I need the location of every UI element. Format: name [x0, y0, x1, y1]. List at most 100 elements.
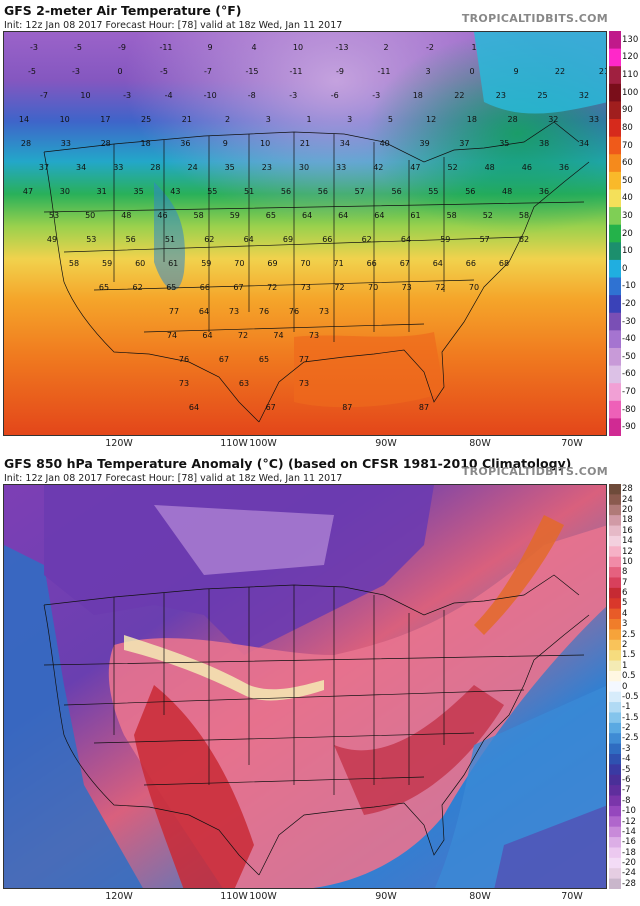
temperature-value: 30 — [60, 187, 70, 196]
anomaly-colorbar-tick-label: -16 — [622, 837, 636, 848]
temperature-value: 33 — [336, 163, 346, 172]
temperature-value: 32 — [548, 115, 558, 124]
temperature-colorbar-tick-label: 10 — [622, 246, 633, 257]
anomaly-colorbar-tick-label: -24 — [622, 868, 636, 879]
temperature-value: 72 — [238, 331, 248, 340]
temperature-value: 0 — [469, 67, 474, 76]
temperature-value: 39 — [420, 139, 430, 148]
temperature-value: -3 — [123, 91, 131, 100]
anomaly-colorbar-tick-label: 5 — [622, 598, 628, 609]
anomaly-colorbar-swatch — [609, 805, 621, 817]
anomaly-colorbar-tick-label: 8 — [622, 567, 628, 578]
temperature-value: -4 — [165, 91, 173, 100]
temperature-value: -5 — [74, 43, 82, 52]
anomaly-colorbar-swatch — [609, 774, 621, 786]
temperature-value: 73 — [309, 331, 319, 340]
longitude-label: 100W — [249, 438, 277, 449]
temperature-value: 42 — [373, 163, 383, 172]
temperature-value: -5 — [160, 67, 168, 76]
temperature-value: 46 — [522, 163, 532, 172]
longitude-label: 110W — [220, 438, 248, 449]
map-borders — [43, 574, 590, 876]
temperature-value: 53 — [86, 235, 96, 244]
temperature-value: 3 — [425, 67, 430, 76]
temperature-value: -6 — [331, 91, 339, 100]
panel-subtitle: Init: 12z Jan 08 2017 Forecast Hour: [78… — [4, 20, 343, 31]
temperature-value: 35 — [499, 139, 509, 148]
anomaly-colorbar-swatch — [609, 764, 621, 776]
temperature-value: 76 — [259, 307, 269, 316]
anomaly-colorbar-tick-label: 1 — [622, 660, 628, 671]
anomaly-colorbar-tick-label: -1 — [622, 702, 631, 713]
anomaly-colorbar-tick-label: 24 — [622, 494, 633, 505]
anomaly-colorbar-tick-label: -0.5 — [622, 691, 639, 702]
temperature-value: 33 — [113, 163, 123, 172]
anomaly-colorbar-swatch — [609, 504, 621, 516]
temperature-colorbar-tick-label: 40 — [622, 193, 633, 204]
anomaly-colorbar-swatch — [609, 785, 621, 797]
temperature-colorbar-swatch — [609, 136, 621, 155]
temperature-value: 74 — [273, 331, 283, 340]
temperature-colorbar-tick-label: 100 — [622, 87, 639, 98]
temperature-value: 48 — [121, 211, 131, 220]
anomaly-colorbar-tick-label: -3 — [622, 743, 631, 754]
anomaly-colorbar-swatch — [609, 515, 621, 527]
temperature-value: 30 — [299, 163, 309, 172]
temperature-colorbar-tick-label: -50 — [622, 351, 636, 362]
temperature-value: -11 — [377, 67, 390, 76]
temperature-value: 22 — [454, 91, 464, 100]
brand-label: TROPICALTIDBITS.COM — [461, 12, 608, 25]
anomaly-colorbar-tick-label: -18 — [622, 847, 636, 858]
temperature-value: 73 — [319, 307, 329, 316]
temperature-colorbar-tick-label: 80 — [622, 122, 633, 133]
longitude-label: 80W — [469, 891, 491, 902]
temperature-value: 73 — [301, 283, 311, 292]
temperature-value: 9 — [513, 67, 518, 76]
temperature-value: 32 — [579, 91, 589, 100]
temperature-value: 59 — [102, 259, 112, 268]
temperature-value: -3 — [30, 43, 38, 52]
temperature-value: 66 — [367, 259, 377, 268]
temperature-value: 14 — [19, 115, 29, 124]
temperature-value: 46 — [157, 211, 167, 220]
temperature-value: 59 — [440, 235, 450, 244]
anomaly-colorbar-tick-label: -5 — [622, 764, 631, 775]
temperature-value: 28 — [508, 115, 518, 124]
temperature-value: 62 — [204, 235, 214, 244]
temperature-value: 23 — [496, 91, 506, 100]
temperature-value: 25 — [537, 91, 547, 100]
anomaly-colorbar-swatch — [609, 535, 621, 547]
temperature-colorbar-swatch — [609, 330, 621, 349]
temperature-value: 67 — [219, 355, 229, 364]
anomaly-colorbar-tick-label: 7 — [622, 577, 628, 588]
temperature-colorbar-swatch — [609, 224, 621, 243]
temperature-colorbar-swatch — [609, 312, 621, 331]
temperature-colorbar-tick-label: 90 — [622, 105, 633, 116]
temperature-colorbar-swatch — [609, 277, 621, 296]
anomaly-colorbar-tick-label: 1.5 — [622, 650, 636, 661]
temperature-colorbar-swatch — [609, 383, 621, 402]
anomaly-colorbar-tick-label: -20 — [622, 858, 636, 868]
temperature-value: 64 — [302, 211, 312, 220]
temperature-value: 64 — [202, 331, 212, 340]
anomaly-colorbar-tick-label: -12 — [622, 816, 636, 827]
temperature-colorbar-tick-label: 70 — [622, 140, 633, 151]
temperature-colorbar — [609, 31, 621, 436]
anomaly-colorbar-tick-label: 2.5 — [622, 629, 636, 640]
temperature-colorbar-tick-label: 20 — [622, 228, 633, 239]
anomaly-colorbar-swatch — [609, 629, 621, 641]
anomaly-colorbar-swatch — [609, 598, 621, 610]
temperature-colorbar-swatch — [609, 295, 621, 314]
temperature-value: 66 — [200, 283, 210, 292]
temperature-value: 61 — [410, 211, 420, 220]
temperature-value: 64 — [401, 235, 411, 244]
temperature-colorbar-swatch — [609, 418, 621, 436]
anomaly-colorbar-swatch — [609, 660, 621, 672]
anomaly-colorbar-tick-label: -1.5 — [622, 712, 639, 723]
temperature-value: -5 — [28, 67, 36, 76]
temperature-value: 70 — [469, 283, 479, 292]
temperature-colorbar-tick-label: -30 — [622, 316, 636, 327]
longitude-label: 120W — [105, 891, 133, 902]
temperature-value: 21 — [599, 67, 607, 76]
temperature-colorbar-tick-label: 130 — [622, 34, 639, 45]
